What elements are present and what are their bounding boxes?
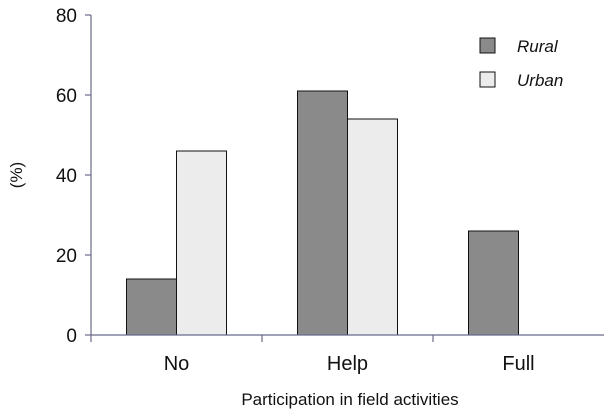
legend-label-urban: Urban bbox=[517, 71, 563, 90]
y-tick-label: 0 bbox=[66, 326, 77, 347]
y-tick-label: 20 bbox=[56, 246, 77, 267]
legend-swatch-urban bbox=[479, 71, 496, 88]
bar-urban-help bbox=[347, 118, 398, 336]
x-axis-title: Participation in field activities bbox=[241, 390, 458, 409]
y-tick-label: 60 bbox=[56, 86, 77, 107]
x-tick-label: Help bbox=[327, 353, 368, 375]
y-tick-label: 80 bbox=[56, 6, 77, 27]
bar-rural-no bbox=[126, 278, 177, 336]
bar-urban-no bbox=[176, 150, 227, 336]
legend-swatch-rural bbox=[479, 37, 496, 54]
legend-label-rural: Rural bbox=[517, 37, 559, 56]
bar-rural-full bbox=[468, 230, 519, 336]
y-axis-title: (%) bbox=[7, 162, 26, 188]
bar-rural-help bbox=[297, 90, 348, 336]
legend: Rural Urban bbox=[479, 37, 563, 90]
x-ticks-group: No Help Full bbox=[90, 335, 535, 375]
y-tick-label: 40 bbox=[56, 166, 77, 187]
bars-group bbox=[126, 90, 519, 336]
x-tick-label: No bbox=[164, 353, 190, 375]
x-tick-label: Full bbox=[502, 353, 534, 375]
y-ticks-group: 0 20 40 60 80 bbox=[56, 6, 91, 347]
